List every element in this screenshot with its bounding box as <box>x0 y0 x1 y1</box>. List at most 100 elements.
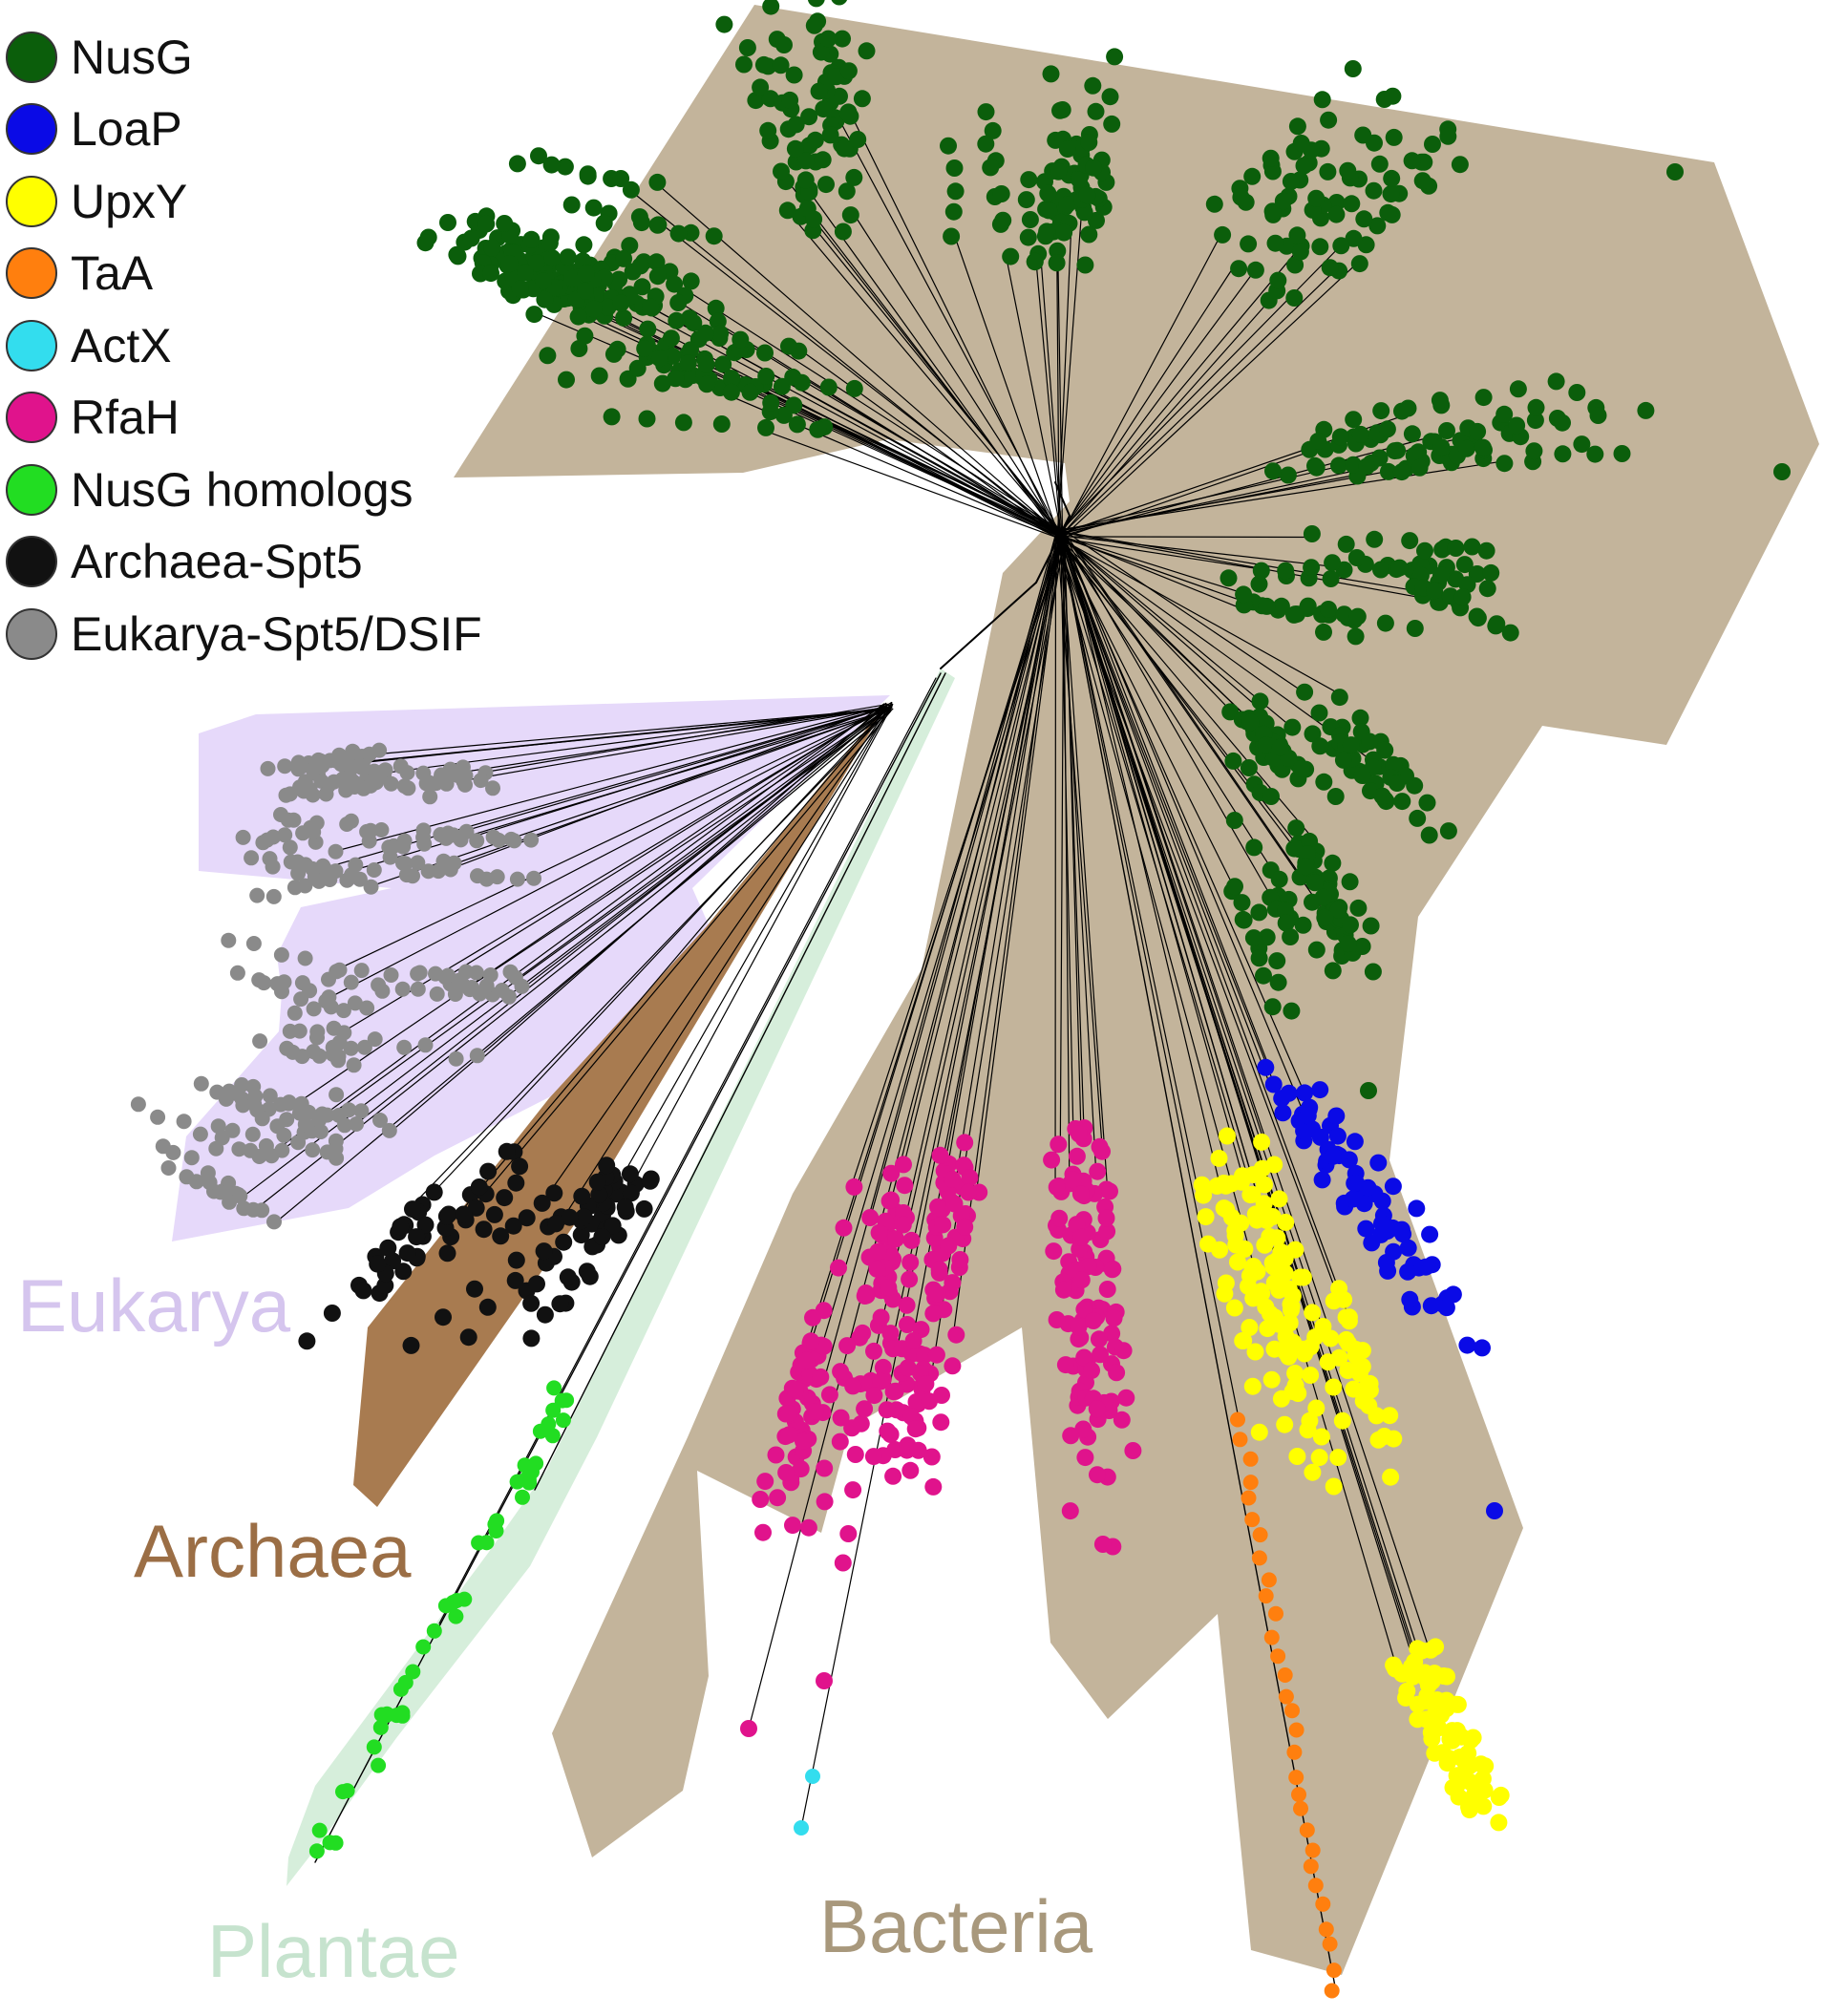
nusg-leaf <box>1432 438 1451 456</box>
upxy-leaf <box>1462 1731 1479 1750</box>
eukarya-spt5-leaf <box>235 829 251 845</box>
rfah-leaf <box>1072 1271 1091 1289</box>
nusg-leaf <box>1477 541 1495 560</box>
rfah-leaf <box>898 1296 916 1314</box>
archaea-spt5-leaf <box>466 1280 483 1298</box>
archaea-spt5-leaf <box>404 1200 421 1219</box>
upxy-leaf <box>1246 1343 1264 1361</box>
upxy-leaf <box>1243 1377 1262 1395</box>
upxy-leaf <box>1263 1208 1282 1225</box>
nusg-leaf <box>1547 372 1565 391</box>
nusg-leaf <box>1426 582 1444 600</box>
upxy-leaf <box>1282 1295 1300 1313</box>
rfah-leaf <box>806 1403 824 1420</box>
rfah-leaf <box>884 1467 902 1485</box>
rfah-leaf <box>831 1432 849 1451</box>
upxy-leaf <box>1270 1190 1288 1208</box>
nusg-leaf <box>853 90 871 108</box>
rfah-leaf <box>865 1387 883 1405</box>
nusg-leaf <box>1351 425 1369 443</box>
upxy-leaf <box>1236 1240 1254 1258</box>
archaea-spt5-leaf <box>604 1217 622 1235</box>
nusg-leaf <box>1335 605 1353 624</box>
nusg-leaf <box>1364 963 1382 981</box>
eukarya-spt5-leaf <box>494 983 510 998</box>
nusg-homolog-leaf <box>544 1428 561 1444</box>
nusg-leaf <box>1379 203 1397 222</box>
branch <box>277 703 885 1150</box>
eukarya-spt5-leaf <box>347 779 363 795</box>
archaea-spt5-leaf <box>323 1305 341 1322</box>
nusg-leaf <box>805 16 823 34</box>
upxy-leaf <box>1256 1236 1274 1254</box>
nusg-leaf <box>1468 607 1486 626</box>
nusg-leaf <box>662 329 680 348</box>
nusg-homolog-leaf <box>311 1822 328 1838</box>
archaea-spt5-leaf <box>435 1308 452 1326</box>
nusg-leaf <box>1773 463 1791 480</box>
eukarya-spt5-leaf <box>218 1091 234 1107</box>
clade-label-plantae: Plantae <box>207 1909 460 1993</box>
nusg-homolog-leaf <box>545 1402 562 1418</box>
rfah-leaf <box>1114 1342 1133 1360</box>
upxy-leaf <box>1253 1133 1271 1151</box>
nusg-leaf <box>1368 217 1387 235</box>
actx-leaf <box>805 1769 820 1784</box>
legend-item-upxy: UpxY <box>6 165 482 238</box>
taa-leaf <box>1232 1432 1248 1448</box>
upxy-leaf <box>1248 1211 1266 1229</box>
rfah-leaf <box>1097 1209 1115 1227</box>
eukarya-spt5-leaf <box>130 1096 146 1113</box>
archaea-spt5-leaf <box>561 1208 579 1226</box>
archaea-spt5-leaf <box>528 1275 545 1293</box>
rfah-leaf <box>924 1477 943 1496</box>
branch <box>823 534 1056 1379</box>
taa-leaf <box>1304 1842 1321 1858</box>
rfah-leaf <box>797 1351 816 1369</box>
eukarya-spt5-leaf <box>264 1148 280 1164</box>
upxy-leaf <box>1333 1411 1351 1430</box>
nusg-leaf <box>1288 117 1306 136</box>
eukarya-spt5-leaf <box>285 1044 301 1060</box>
rfah-leaf <box>1048 1311 1066 1328</box>
loap-leaf <box>1385 1242 1403 1261</box>
branch <box>1057 536 1314 539</box>
rfah-leaf <box>932 1413 950 1432</box>
nusg-leaf <box>1282 173 1300 190</box>
nusg-leaf <box>1252 562 1270 580</box>
eukarya-spt5-leaf <box>363 777 379 794</box>
branch <box>1059 536 1372 761</box>
rfah-leaf <box>802 1332 820 1350</box>
rfah-leaf <box>899 1359 917 1377</box>
rfah-leaf <box>830 1259 847 1277</box>
upxy-leaf <box>1211 1241 1229 1259</box>
loap-leaf <box>1422 1297 1440 1315</box>
archaea-spt5-leaf <box>635 1199 653 1218</box>
taa-leaf <box>1318 1921 1334 1938</box>
eukarya-spt5-leaf <box>339 817 355 832</box>
branch <box>371 710 890 886</box>
nusg-leaf <box>1457 439 1475 457</box>
upxy-leaf <box>1241 1186 1260 1204</box>
nusg-leaf <box>1347 627 1365 646</box>
branch <box>820 534 1064 1349</box>
branch <box>1061 531 1439 602</box>
branch <box>583 270 1060 532</box>
nusg-leaf <box>1342 916 1359 934</box>
rfah-leaf <box>816 1672 833 1689</box>
rfah-leaf <box>1083 1362 1100 1380</box>
branch <box>1064 530 1220 1186</box>
nusg-homolog-leaf <box>378 1708 394 1723</box>
rfah-leaf <box>921 1392 938 1411</box>
nusg-leaf <box>1431 392 1449 410</box>
archaea-spt5-leaf <box>507 1174 525 1192</box>
rfah-leaf <box>901 1253 920 1271</box>
eukarya-spt5-leaf <box>343 974 359 990</box>
nusg-leaf <box>1255 966 1272 985</box>
rfah-leaf <box>930 1199 948 1217</box>
rfah-leaf <box>1054 1281 1072 1299</box>
nusg-leaf <box>1384 87 1402 105</box>
rfah-leaf <box>869 1242 887 1261</box>
archaea-spt5-leaf <box>551 1295 569 1313</box>
clade-label-archaea: Archaea <box>134 1509 412 1593</box>
